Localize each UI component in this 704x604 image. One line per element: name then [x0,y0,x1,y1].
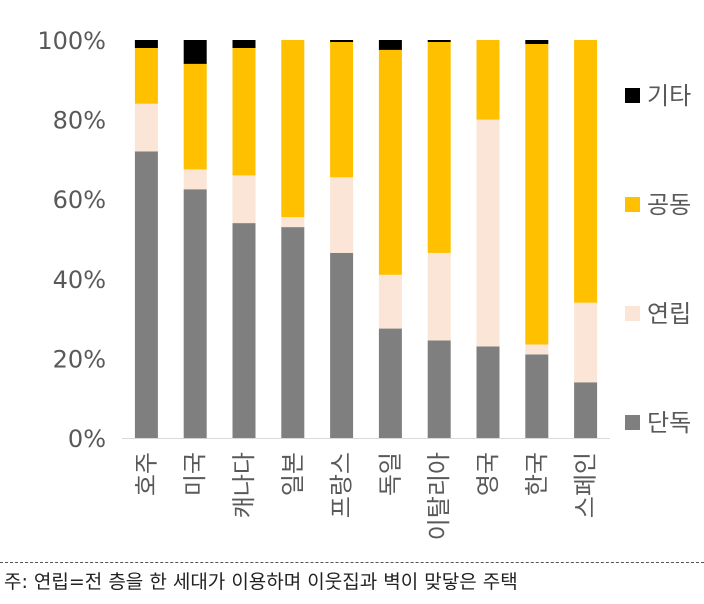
y-tick-label: 100% [37,27,106,55]
bar-segment-기타-호주 [134,40,158,48]
legend-label-단독: 단독 [647,409,691,437]
bar-segment-공동-프랑스 [330,42,354,178]
bar-segment-연립-캐나다 [232,175,256,224]
legend-swatch-공동 [625,197,640,212]
x-tick-label: 스페인 [572,452,600,518]
bar-segment-연립-일본 [281,217,305,228]
stacked-bar-chart: 0% 20% 40% 60% 80% 100% 호주 미국 캐나다 일본 프랑스 독일 이탈리아 영국 한국… [37,27,691,540]
bar-segment-기타-캐나다 [232,40,256,48]
footnote-divider [0,562,704,563]
bar-segment-단독-스페인 [574,382,598,438]
bar-segment-기타-프랑스 [330,40,354,42]
x-tick-label: 호주 [132,452,160,496]
bar-segment-연립-프랑스 [330,177,354,253]
y-tick-label: 40% [53,266,106,294]
bar-segment-공동-한국 [525,44,549,345]
bar-segment-공동-호주 [134,48,158,104]
bar-segment-단독-영국 [476,346,500,438]
legend-swatch-연립 [625,306,640,321]
bar-segment-단독-일본 [281,227,305,438]
x-tick-label: 이탈리아 [425,452,453,540]
x-tick-label: 미국 [181,452,209,496]
x-tick-label: 한국 [523,452,551,496]
legend-label-기타: 기타 [647,82,691,110]
bar-segment-연립-호주 [134,103,158,152]
bar-segment-단독-한국 [525,354,549,438]
x-tick-label: 영국 [474,452,502,496]
y-tick-label: 0% [68,425,106,453]
bar-segment-공동-일본 [281,40,305,218]
bar-segment-기타-미국 [183,40,207,64]
x-tick-label: 독일 [376,452,404,496]
x-tick-label: 일본 [279,452,307,496]
legend-swatch-기타 [625,88,640,103]
bar-segment-공동-스페인 [574,40,598,303]
legend-label-공동: 공동 [647,191,691,219]
bar-segment-단독-호주 [134,151,158,438]
x-tick-label: 캐나다 [230,452,258,518]
y-tick-label: 80% [53,107,106,135]
x-tick-label: 프랑스 [328,452,356,518]
bar-segment-단독-이탈리아 [427,340,451,438]
bar-segment-공동-캐나다 [232,48,256,176]
bar-segment-단독-프랑스 [330,252,354,438]
bar-segment-연립-미국 [183,169,207,190]
bar-segment-기타-독일 [378,40,402,50]
bar-segment-단독-미국 [183,189,207,439]
bar-segment-연립-독일 [378,274,402,329]
legend-label-연립: 연립 [647,300,691,328]
bar-segment-연립-한국 [525,344,549,355]
y-tick-label: 60% [53,186,106,214]
bar-segment-연립-스페인 [574,302,598,383]
bar-segment-공동-이탈리아 [427,42,451,253]
bar-segment-단독-독일 [378,328,402,438]
bar-segment-기타-한국 [525,40,549,44]
legend-swatch-단독 [625,415,640,430]
bar-segment-공동-미국 [183,63,207,170]
bar-segment-기타-이탈리아 [427,40,451,42]
bar-segment-공동-영국 [476,40,500,120]
bar-segment-공동-독일 [378,49,402,275]
y-tick-label: 20% [53,345,106,373]
bar-segment-연립-영국 [476,119,500,347]
footnote: 주: 연립=전 층을 한 세대가 이용하며 이웃집과 벽이 맞닿은 주택 [4,571,518,593]
bar-segment-연립-이탈리아 [427,252,451,341]
bar-segment-단독-캐나다 [232,223,256,438]
